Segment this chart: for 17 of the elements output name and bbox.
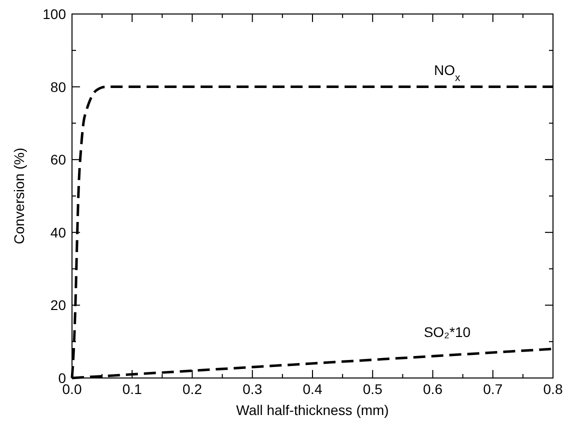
- y-tick-label: 40: [50, 224, 66, 240]
- x-tick-label: 0.7: [483, 381, 503, 397]
- x-axis-title: Wall half-thickness (mm): [236, 402, 389, 418]
- x-tick-label: 0.8: [543, 381, 563, 397]
- x-tick-label: 0.4: [302, 381, 322, 397]
- series-label: NO$_{x}$: [434, 62, 462, 84]
- x-tick-label: 0.6: [423, 381, 443, 397]
- y-tick-label: 60: [50, 152, 66, 168]
- x-tick-label: 0.1: [122, 381, 142, 397]
- y-tick-label: 80: [50, 78, 66, 95]
- series-label: SO₂*10: [424, 324, 471, 340]
- x-tick-label: 0.5: [362, 381, 383, 397]
- y-axis-title: Conversion (%): [11, 148, 27, 244]
- x-tick-label: 0.3: [242, 381, 262, 397]
- y-tick-label: 20: [50, 297, 66, 314]
- x-tick-label: 0.2: [182, 381, 202, 397]
- y-tick-label: 100: [42, 6, 66, 22]
